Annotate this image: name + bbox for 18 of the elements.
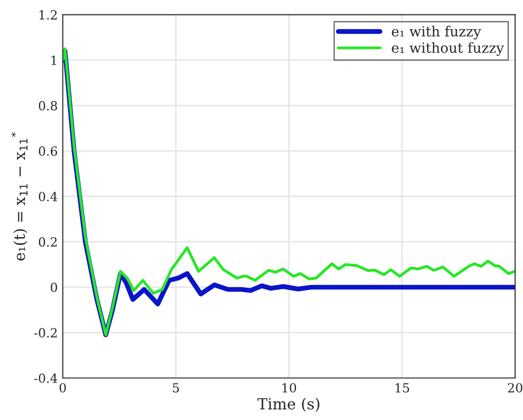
- legend-label: e₁ with fuzzy: [392, 26, 482, 40]
- y-tick-label: 0.6: [38, 146, 58, 156]
- x-tick-label: 15: [396, 383, 410, 393]
- x-tick-label: 20: [508, 383, 522, 393]
- y-tick-label: -0.4: [34, 373, 58, 383]
- y-axis-title: e₁(t) = x$_{11}$ − x$_{11}$$^{*}$: [11, 132, 28, 261]
- x-tick-label: 10: [282, 383, 296, 393]
- legend-label: e₁ without fuzzy: [392, 42, 504, 56]
- x-axis-title: Time (s): [257, 398, 320, 412]
- y-tick-label: 0.2: [38, 237, 57, 247]
- y-tick-label: 1: [51, 56, 56, 65]
- y-tick-label: -0.2: [34, 328, 57, 338]
- y-tick-label: 0: [50, 282, 58, 292]
- y-tick-label: 0.4: [38, 192, 58, 202]
- y-tick-label: 1.2: [40, 10, 57, 20]
- y-tick-label: 0.8: [38, 100, 58, 110]
- x-tick-label: 0: [60, 383, 66, 393]
- x-tick-label: 5: [172, 383, 179, 393]
